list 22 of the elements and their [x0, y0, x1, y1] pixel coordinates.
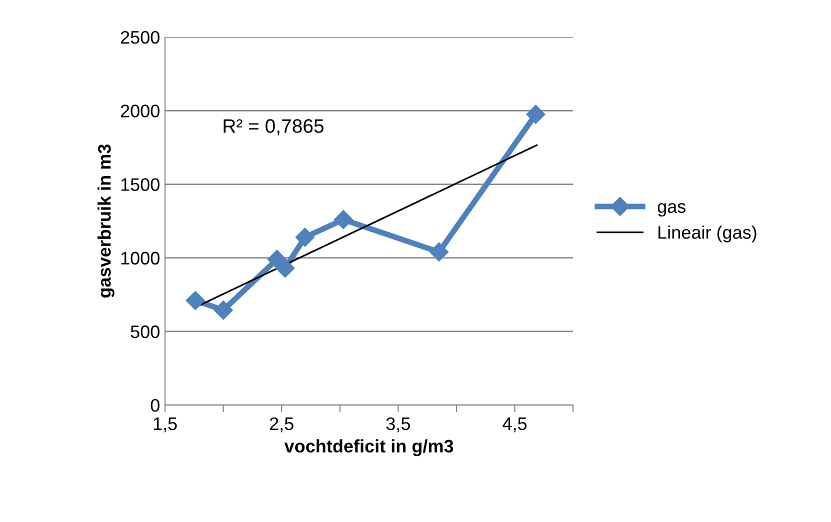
- y-tick-label: 500: [130, 325, 160, 338]
- x-tick-label: 1,5: [154, 418, 177, 432]
- y-tick-label: 0: [150, 399, 160, 412]
- x-tick-label: 4,5: [502, 418, 527, 432]
- y-tick-label: 1500: [121, 178, 160, 191]
- legend-label: Lineair (gas): [658, 226, 756, 242]
- y-tick-label: 2000: [120, 104, 160, 118]
- point: [526, 104, 546, 124]
- point: [186, 291, 205, 310]
- point: [334, 210, 353, 230]
- annotation: R² = 0,7865: [224, 119, 324, 136]
- x-tick-label: 3,5: [386, 417, 410, 432]
- x-axis-title: vochtdeficit in g/m3: [284, 439, 454, 456]
- legend-label: gas: [658, 203, 686, 217]
- point: [295, 228, 314, 247]
- y-tick-label: 1000: [121, 252, 160, 265]
- x-tick-label: 2,5: [270, 417, 294, 432]
- point: [429, 242, 449, 262]
- y-tick-label: 2500: [120, 30, 160, 44]
- point: [276, 258, 295, 278]
- y-axis-title: gasverbruik in m3: [98, 144, 114, 298]
- point: [214, 300, 233, 320]
